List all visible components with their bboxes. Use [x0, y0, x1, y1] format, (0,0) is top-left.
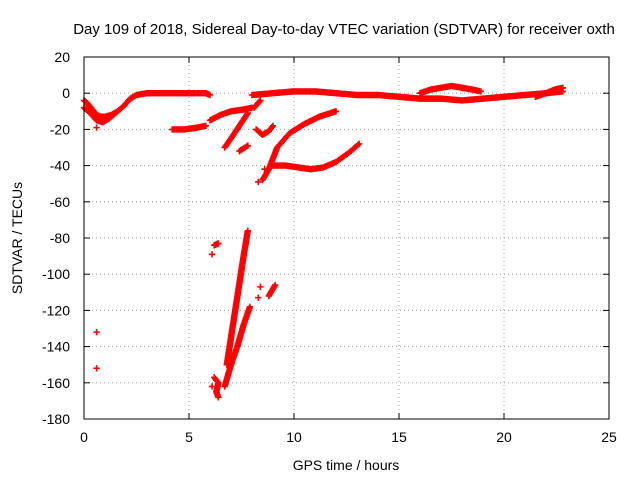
x-tick-label: 15 [391, 429, 407, 445]
data-points [80, 82, 566, 401]
data-point [244, 109, 251, 117]
grid-layer [84, 57, 609, 419]
x-tick-label: 0 [80, 429, 88, 445]
y-tick-label: -20 [50, 121, 70, 137]
y-tick-label: 0 [62, 85, 70, 101]
y-tick-label: -120 [42, 302, 70, 318]
data-point [215, 394, 222, 401]
x-axis-label: GPS time / hours [293, 457, 400, 473]
data-point [477, 88, 485, 95]
data-point [111, 110, 118, 118]
plot-frame [83, 56, 610, 420]
data-point [208, 383, 216, 390]
y-tick-label: -140 [42, 339, 70, 355]
data-point [332, 108, 340, 115]
data-point [269, 122, 277, 129]
data-point [355, 140, 363, 148]
data-point [243, 111, 251, 118]
data-point [354, 141, 361, 149]
data-point [255, 294, 262, 301]
data-point [261, 166, 268, 173]
y-tick-label: 20 [54, 49, 70, 65]
data-point [246, 303, 254, 310]
data-point [271, 281, 279, 289]
chart-title: Day 109 of 2018, Sidereal Day-to-day VTE… [73, 21, 615, 38]
data-point [215, 240, 222, 247]
data-point [257, 97, 264, 104]
x-tick-label: 5 [185, 429, 193, 445]
data-point [256, 98, 263, 105]
y-axis-label: SDTVAR / TECUs [9, 182, 25, 294]
data-point [206, 91, 214, 99]
data-point [93, 124, 100, 131]
data-point [208, 251, 216, 258]
data-point [559, 84, 566, 91]
data-point [202, 122, 209, 129]
y-tick-label: -180 [42, 411, 70, 427]
data-point [257, 283, 264, 291]
data-point [93, 328, 100, 336]
y-tick-label: -160 [42, 375, 70, 391]
y-tick-label: -40 [50, 158, 70, 174]
data-point [112, 109, 119, 117]
axis-ticks: 0 5 10 15 20 25 -180 -160 -140 -120 -100 -80 -60 -40 -… [42, 49, 617, 445]
y-tick-label: -80 [50, 230, 70, 246]
data-point [255, 178, 262, 186]
x-tick-label: 10 [286, 429, 302, 445]
data-point [93, 365, 100, 372]
data-point [244, 227, 251, 234]
y-tick-label: -60 [50, 194, 70, 210]
y-tick-label: -100 [42, 266, 70, 282]
x-tick-label: 25 [601, 429, 617, 445]
data-point [244, 142, 251, 149]
x-tick-label: 20 [496, 429, 512, 445]
